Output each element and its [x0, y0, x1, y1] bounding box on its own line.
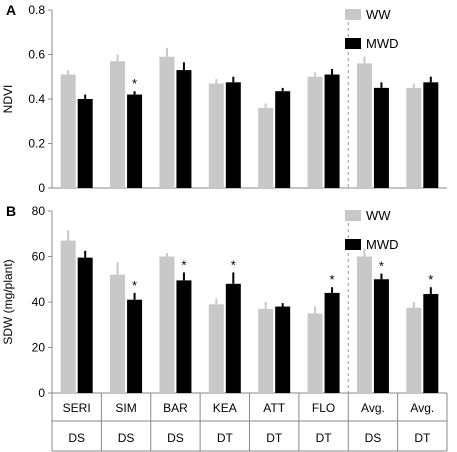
significance-star: *: [428, 272, 433, 287]
group-label: DT: [217, 431, 234, 445]
bar-ww: [208, 83, 224, 188]
legend-label-mwd: MWD: [366, 237, 399, 252]
bar-ww: [356, 63, 372, 188]
bar-mwd: [77, 257, 93, 393]
category-label: Avg.: [361, 401, 385, 415]
bar-mwd: [77, 99, 93, 188]
bar-ww: [307, 76, 323, 188]
bar-ww: [159, 56, 175, 188]
y-tick-label: 20: [32, 341, 46, 355]
bar-mwd: [225, 82, 241, 188]
group-label: DS: [167, 431, 184, 445]
bar-ww: [159, 256, 175, 393]
bar-ww: [258, 308, 274, 393]
significance-star: *: [132, 76, 137, 91]
legend-label-mwd: MWD: [366, 36, 399, 51]
y-tick-label: 60: [32, 250, 46, 264]
legend-swatch-mwd: [345, 38, 361, 49]
y-axis-label: SDW (mg/plant): [1, 259, 15, 344]
panel-letter: B: [6, 203, 16, 219]
category-label: SERI: [63, 401, 91, 415]
category-label: Avg.: [410, 401, 434, 415]
legend-swatch-ww: [345, 210, 361, 221]
bar-ww: [356, 256, 372, 393]
category-label: ATT: [263, 401, 285, 415]
category-label: FLO: [312, 401, 335, 415]
bar-ww: [208, 304, 224, 393]
bar-ww: [110, 61, 126, 188]
bar-mwd: [127, 94, 143, 188]
y-tick-label: 0: [38, 181, 45, 195]
y-tick-label: 0.4: [28, 92, 45, 106]
bar-ww: [307, 313, 323, 393]
bar-mwd: [275, 91, 291, 188]
bar-ww: [60, 240, 76, 393]
group-label: DS: [365, 431, 382, 445]
group-label: DT: [414, 431, 431, 445]
bar-ww: [406, 87, 422, 188]
legend-label-ww: WW: [366, 208, 391, 223]
y-tick-label: 0: [38, 386, 45, 400]
bar-mwd: [324, 74, 340, 188]
category-label: SIM: [115, 401, 136, 415]
significance-star: *: [132, 278, 137, 293]
bar-mwd: [176, 280, 192, 393]
bar-mwd: [127, 299, 143, 393]
significance-star: *: [330, 272, 335, 287]
bar-mwd: [275, 306, 291, 393]
group-label: DT: [316, 431, 333, 445]
group-label: DT: [266, 431, 283, 445]
bar-mwd: [176, 70, 192, 188]
y-tick-label: 0.8: [28, 3, 45, 17]
bar-mwd: [373, 279, 389, 393]
y-tick-label: 40: [32, 295, 46, 309]
y-tick-label: 0.2: [28, 137, 45, 151]
bar-ww: [110, 274, 126, 393]
y-tick-label: 0.6: [28, 48, 45, 62]
bar-mwd: [423, 82, 439, 188]
category-label: KEA: [213, 401, 237, 415]
legend-swatch-mwd: [345, 239, 361, 250]
bar-ww: [60, 74, 76, 188]
y-axis-label: NDVI: [1, 85, 15, 114]
significance-star: *: [379, 259, 384, 274]
category-label: BAR: [163, 401, 188, 415]
bar-ww: [406, 307, 422, 393]
legend-swatch-ww: [345, 9, 361, 20]
group-label: DS: [68, 431, 85, 445]
bar-mwd: [225, 283, 241, 393]
significance-star: *: [231, 257, 236, 272]
legend-label-ww: WW: [366, 7, 391, 22]
y-tick-label: 80: [32, 204, 46, 218]
bar-mwd: [324, 292, 340, 393]
bar-mwd: [373, 87, 389, 188]
significance-star: *: [181, 257, 186, 272]
panel-letter: A: [6, 2, 16, 18]
group-label: DS: [118, 431, 135, 445]
bar-ww: [258, 107, 274, 188]
bar-mwd: [423, 294, 439, 393]
